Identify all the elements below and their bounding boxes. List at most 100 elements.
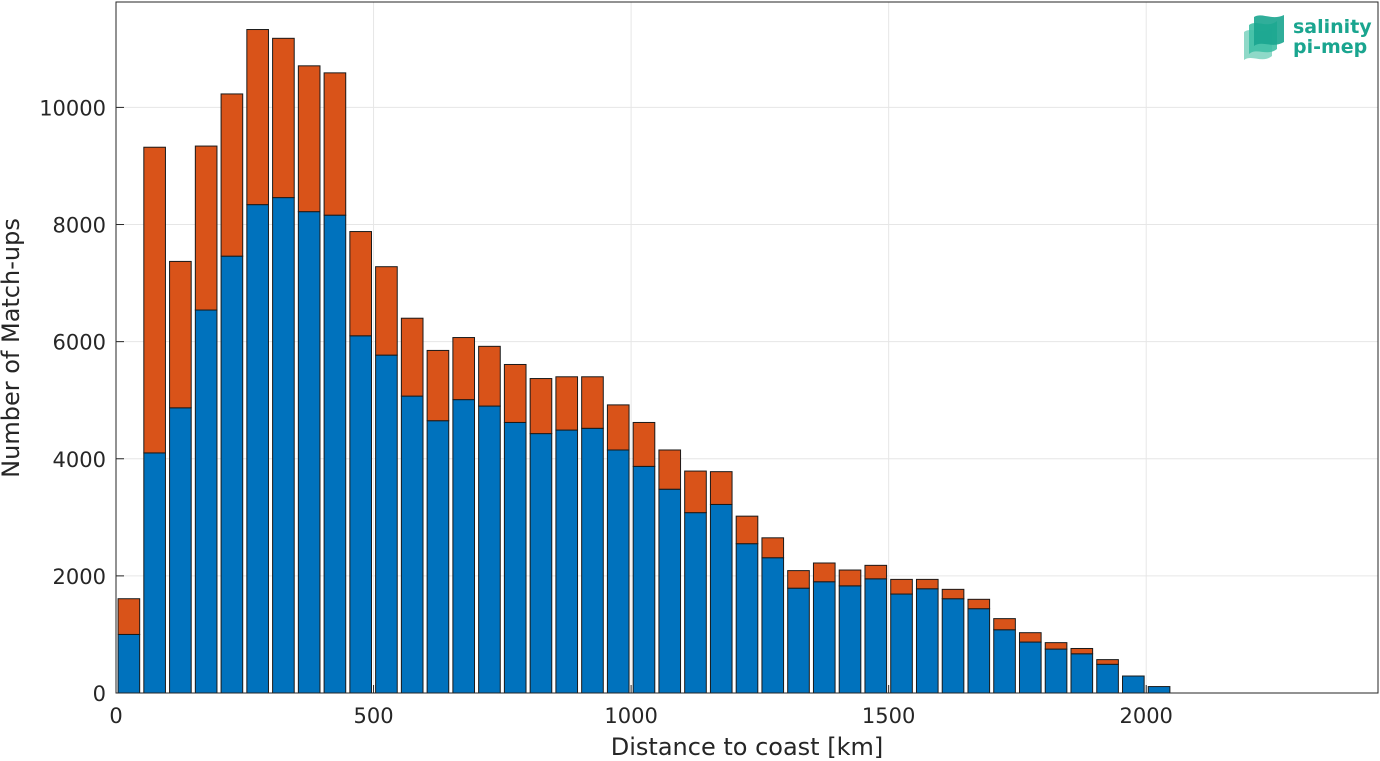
bar-series-2 [606,404,630,451]
bar-series-2 [581,376,604,429]
bar-series-2 [1018,632,1042,643]
bar-series-1 [478,405,501,694]
y-tick-label: 0 [93,682,106,706]
bar-series-1 [709,503,733,694]
bars [117,29,1171,694]
bar-series-1 [375,354,398,694]
bar-series-1 [246,204,269,694]
bar-series-1 [143,452,166,694]
x-tick-label: 500 [354,704,394,728]
bar-series-1 [297,211,321,694]
bar-series-2 [993,618,1016,631]
y-tick-label: 10000 [39,96,106,120]
bar-series-2 [272,37,295,199]
bar-series-1 [684,512,707,694]
bar-series-2 [349,231,372,337]
x-tick-label: 0 [109,704,122,728]
bar-series-1 [1070,653,1094,694]
bar-series-1 [555,429,579,694]
bar-series-1 [890,593,913,694]
salinity-pi-mep-logo: salinity pi-mep [1244,15,1372,60]
x-tick-label: 1500 [862,704,915,728]
bar-series-2 [426,349,450,422]
logo-line2: pi-mep [1293,36,1367,58]
logo-line1: salinity [1293,16,1372,38]
bar-series-1 [632,465,656,694]
bar-series-2 [246,29,269,206]
plot-frame [115,1,1379,694]
y-tick-label: 6000 [53,331,106,355]
bar-series-2 [503,363,527,423]
x-tick-label: 2000 [1119,704,1172,728]
bar-series-1 [323,214,347,694]
bar-series-1 [426,420,450,694]
bar-series-2 [452,337,476,401]
bar-series-2 [117,598,141,635]
bar-series-2 [323,72,347,216]
bar-series-2 [1044,642,1068,650]
y-tick-label: 4000 [53,448,106,472]
bar-series-1 [1044,648,1068,694]
bar-series-2 [1096,659,1119,665]
bar-series-1 [967,608,991,694]
x-axis-title: Distance to coast [km] [611,733,883,761]
bar-series-1 [349,335,372,694]
bar-series-2 [787,570,810,589]
bar-series-2 [375,266,398,356]
bar-series-2 [864,564,888,580]
bar-series-2 [812,562,836,583]
bar-series-1 [1122,675,1145,694]
bar-series-1 [735,543,759,694]
bar-series-2 [658,449,682,490]
bar-series-1 [117,633,141,694]
bar-series-2 [915,578,939,590]
logo-waves-icon [1244,15,1284,60]
bar-series-2 [838,569,862,587]
y-tick-label: 2000 [53,565,106,589]
bar-series-1 [915,588,939,694]
x-tick-label: 1000 [604,704,657,728]
bar-series-2 [1070,647,1094,655]
bar-series-1 [941,598,965,694]
bar-series-1 [452,399,476,694]
bar-series-1 [1147,686,1171,694]
bar-series-2 [555,376,579,431]
bar-series-2 [529,378,553,435]
bar-series-2 [735,515,759,545]
bar-series-2 [890,578,913,595]
bar-series-2 [967,598,991,610]
bar-series-2 [632,421,656,467]
bar-series-1 [812,581,836,694]
bar-series-1 [1096,663,1119,694]
bar-series-2 [761,537,785,559]
bar-series-2 [169,260,192,409]
bar-series-1 [787,587,810,694]
y-axis-title: Number of Match-ups [0,218,25,478]
bar-series-1 [864,578,888,694]
bar-series-1 [606,449,630,694]
bar-series-2 [297,65,321,213]
bar-series-2 [941,588,965,600]
bar-series-2 [709,471,733,505]
bar-series-1 [761,557,785,694]
bar-series-2 [220,93,244,257]
bar-series-1 [581,427,604,694]
axis-ticks: 0 500 1000 1500 2000 0 2000 4000 6000 8000 10000 [39,96,1173,728]
bar-series-1 [503,421,527,694]
bar-series-1 [993,629,1016,694]
bar-series-1 [838,585,862,694]
bar-series-1 [400,395,424,694]
bar-series-2 [478,345,501,407]
bar-series-1 [169,407,192,694]
bar-series-1 [529,433,553,694]
bar-series-2 [400,317,424,397]
bar-series-1 [220,255,244,694]
bar-series-2 [194,145,218,311]
bar-series-1 [194,309,218,694]
bar-series-1 [272,197,295,694]
bar-series-1 [1018,641,1042,694]
y-tick-label: 8000 [53,214,106,238]
bar-series-2 [143,146,166,454]
bar-series-2 [684,470,707,514]
